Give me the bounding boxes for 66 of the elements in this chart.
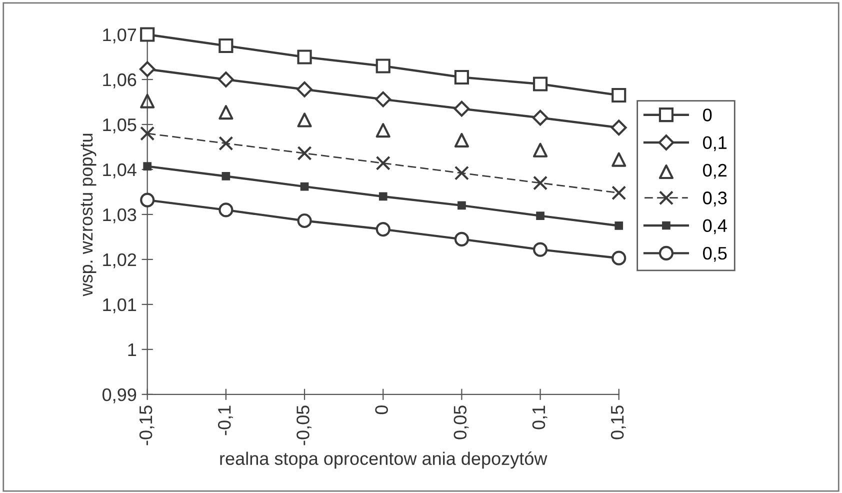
point [612,152,626,167]
point [139,61,156,78]
point [532,76,548,92]
point [532,142,548,158]
x-tick-label: 0,1 [532,406,548,430]
point [612,88,626,103]
legend-label: 0,4 [703,219,727,234]
x-tick-label: -0,15 [139,406,154,446]
point [140,94,155,108]
point [297,112,312,128]
y-tick-label: 1,04 [103,163,136,178]
point [536,212,544,220]
point [610,120,627,136]
y-tick-label: 1,05 [103,118,136,134]
point [218,105,234,120]
x-tick-label: -0,05 [296,406,312,446]
y-tick-label: 1,03 [103,208,136,224]
y-tick-label: 1,01 [103,298,136,314]
y-tick-label: 1 [128,344,136,356]
point [375,91,392,108]
point [296,81,312,98]
point [532,242,548,257]
x-tick-label: 0 [375,406,388,414]
point [376,156,390,170]
point [218,136,234,151]
point [297,146,312,161]
point [300,182,309,191]
x-tick-label: -0,1 [218,406,233,436]
point [612,186,626,200]
point [297,213,312,228]
point [218,72,234,88]
point [140,27,155,42]
y-tick-label: 1,07 [103,28,136,44]
legend-label: 0,3 [703,192,727,206]
point [532,110,548,126]
point [140,126,155,141]
point [454,70,469,85]
y-tick-label: 0,99 [102,388,136,404]
point [614,222,624,230]
point [376,123,390,138]
point [222,172,230,180]
point [218,38,234,54]
y-tick-label: 1,02 [103,253,136,268]
point [454,166,469,180]
point [376,222,390,237]
point [140,192,155,208]
point [376,58,390,74]
x-axis-title: realna stopa oprocentow ania depozytów [220,452,548,469]
legend-label: 0,2 [703,164,727,179]
x-tick-label: 0,05 [454,406,469,440]
point [454,132,469,148]
legend-label: 0,5 [703,246,727,262]
point [218,202,234,218]
y-tick-label: 1,06 [103,73,136,88]
x-tick-label: 0,15 [610,406,626,440]
point [454,100,470,117]
legend-label: 0 [703,108,712,122]
point [612,250,626,266]
point [378,192,388,201]
legend-label: 0,1 [703,136,727,152]
point [454,232,469,246]
point [143,162,152,170]
y-axis-title: wsp. wzrostu popytu [80,134,96,296]
point [297,50,312,64]
point [458,201,466,210]
point [532,176,548,190]
